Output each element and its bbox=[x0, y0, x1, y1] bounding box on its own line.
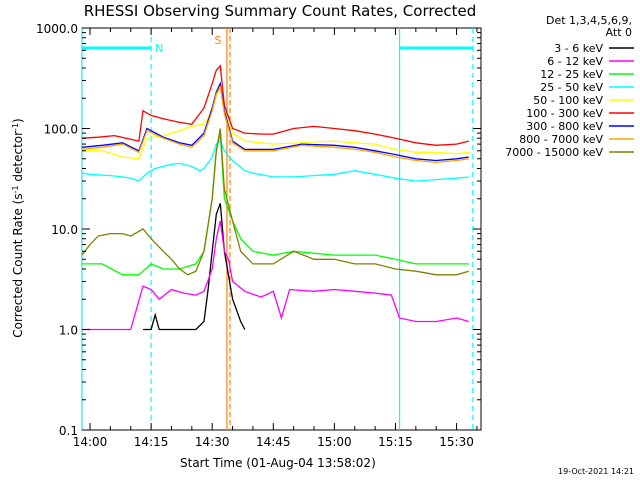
chart-title: RHESSI Observing Summary Count Rates, Co… bbox=[84, 2, 477, 20]
series-layer bbox=[81, 64, 469, 331]
y-tick-label: 0.1 bbox=[59, 424, 78, 438]
x-tick-label: 15:30 bbox=[439, 435, 474, 449]
x-tick-label: 15:00 bbox=[317, 435, 352, 449]
x-tick-label: 14:30 bbox=[195, 435, 230, 449]
legend-label-1: 3 - 6 keV bbox=[554, 42, 603, 55]
saa-marker-label: S bbox=[214, 34, 221, 47]
y-axis-label-sup2: -1 bbox=[11, 123, 20, 131]
y-axis-label-end: ) bbox=[11, 118, 25, 123]
x-tick-label: 14:15 bbox=[134, 435, 169, 449]
series-line-1 bbox=[143, 203, 246, 331]
y-tick-label: 1.0 bbox=[59, 324, 78, 338]
series-line-8 bbox=[81, 84, 469, 164]
y-axis-label-sup1: -1 bbox=[11, 185, 20, 193]
footer-timestamp: 19-Oct-2021 14:21 bbox=[558, 467, 634, 476]
y-axis-label-mid: detector bbox=[11, 131, 25, 186]
x-axis-label: Start Time (01-Aug-04 13:58:02) bbox=[180, 456, 376, 470]
legend-header-line2: Att 0 bbox=[606, 26, 632, 39]
series-line-3 bbox=[81, 132, 469, 276]
x-tick-label: 15:15 bbox=[378, 435, 413, 449]
series-line-9 bbox=[81, 128, 469, 276]
legend-label-4: 25 - 50 keV bbox=[540, 81, 603, 94]
legend-label-5: 50 - 100 keV bbox=[533, 94, 603, 107]
series-line-2 bbox=[81, 220, 469, 331]
legend-label-9: 7000 - 15000 keV bbox=[505, 146, 603, 159]
legend-label-2: 6 - 12 keV bbox=[547, 55, 603, 68]
x-tick-label: 14:45 bbox=[256, 435, 291, 449]
x-tick-label: 14:00 bbox=[73, 435, 108, 449]
legend-label-7: 300 - 800 keV bbox=[526, 120, 603, 133]
y-tick-label: 10.0 bbox=[51, 223, 78, 237]
y-axis-label: Corrected Count Rate (s-1 detector-1) bbox=[11, 118, 26, 337]
axis-layer: 14:00 14:15 14:30 14:45 15:00 15:15 15:30 0.1 1.… bbox=[36, 22, 481, 449]
y-tick-label: 100.0 bbox=[44, 123, 78, 137]
legend-label-6: 100 - 300 keV bbox=[526, 107, 603, 120]
legend-label-3: 12 - 25 keV bbox=[540, 68, 603, 81]
legend-header-line1: Det 1,3,4,5,6,9, bbox=[546, 14, 632, 27]
marker-layer: NS bbox=[81, 28, 474, 430]
series-line-4 bbox=[81, 140, 469, 182]
night-marker-label: N bbox=[155, 42, 163, 55]
y-tick-label: 1000.0 bbox=[36, 22, 78, 36]
y-axis-label-main: Corrected Count Rate (s bbox=[11, 193, 25, 337]
series-line-6 bbox=[81, 64, 469, 146]
legend-label-8: 800 - 7000 keV bbox=[519, 133, 603, 146]
